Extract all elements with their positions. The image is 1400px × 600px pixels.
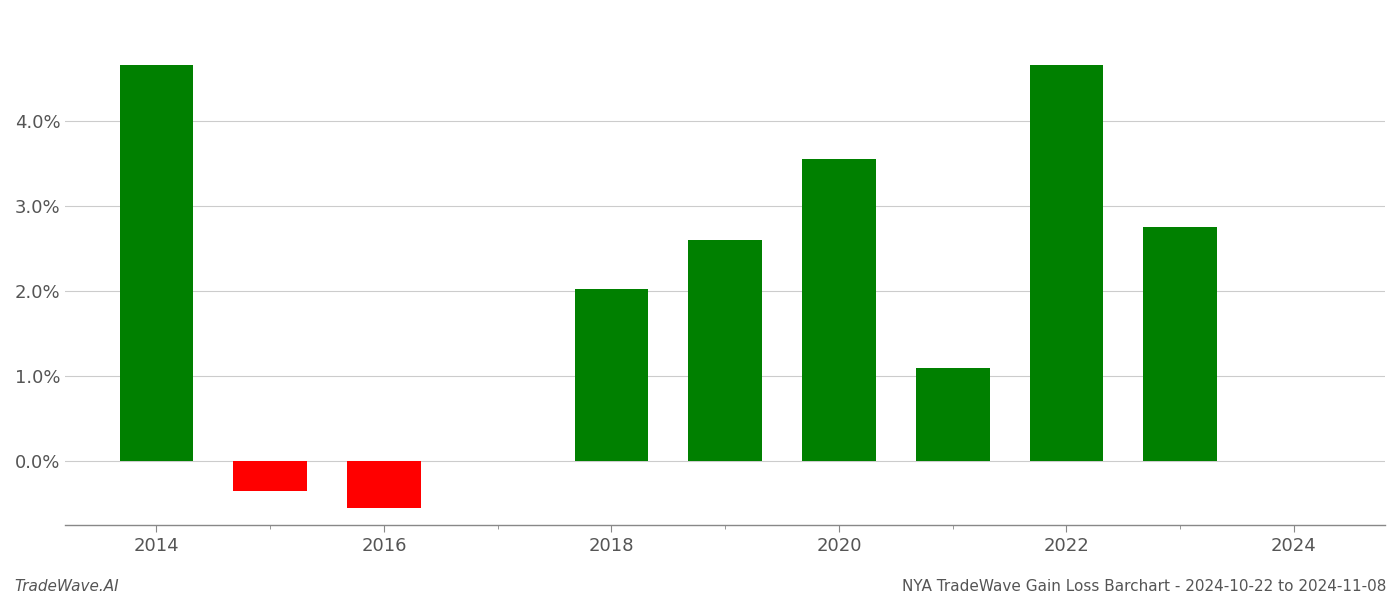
Bar <box>234 461 307 491</box>
Bar <box>347 461 421 508</box>
Text: NYA TradeWave Gain Loss Barchart - 2024-10-22 to 2024-11-08: NYA TradeWave Gain Loss Barchart - 2024-… <box>902 579 1386 594</box>
Bar <box>916 368 990 461</box>
Bar <box>802 159 876 461</box>
Bar <box>574 289 648 461</box>
Bar <box>689 240 762 461</box>
Bar <box>1144 227 1217 461</box>
Bar <box>1029 65 1103 461</box>
Text: TradeWave.AI: TradeWave.AI <box>14 579 119 594</box>
Bar <box>119 65 193 461</box>
